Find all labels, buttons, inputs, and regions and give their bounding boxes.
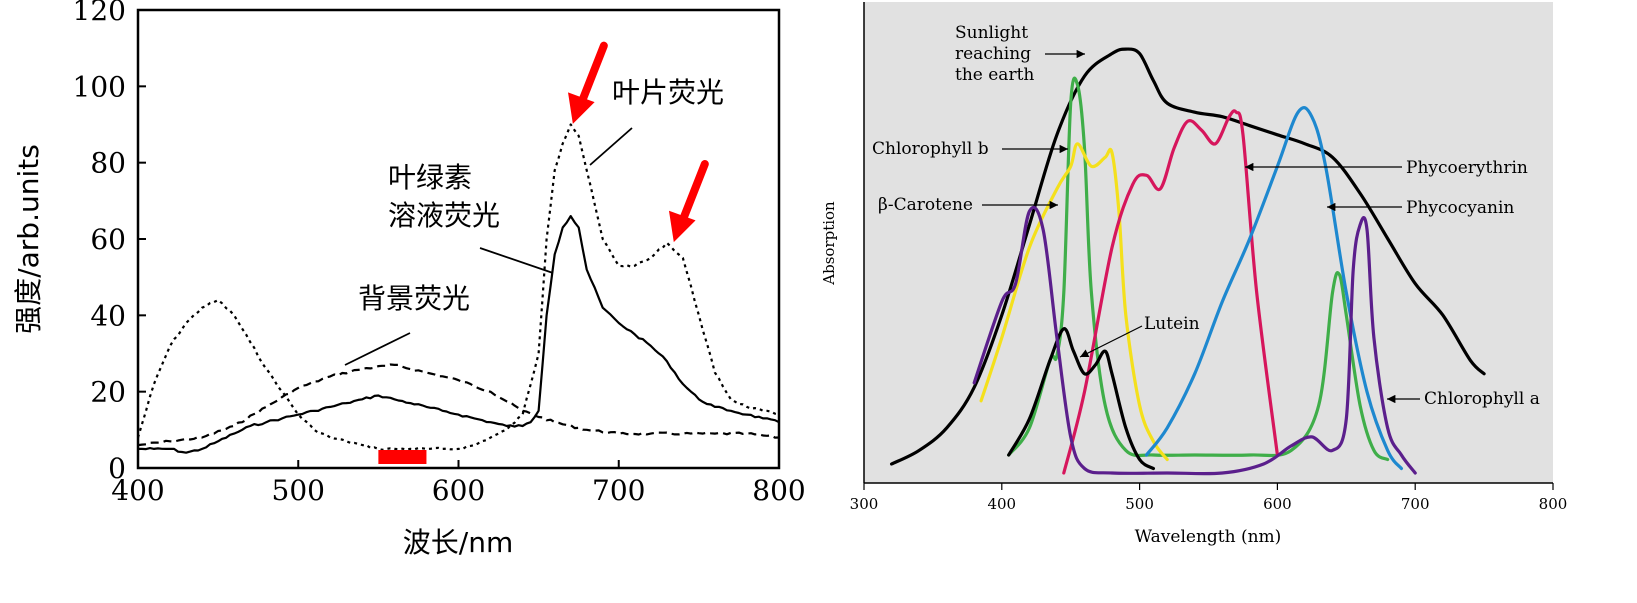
phycocyanin-label: Phycocyanin bbox=[1406, 198, 1514, 218]
lutein-label: Lutein bbox=[1144, 314, 1200, 334]
left-y-tick-label: 0 bbox=[108, 452, 126, 485]
carotene-label: β-Carotene bbox=[878, 195, 973, 215]
right-series-carotene bbox=[979, 142, 1169, 462]
left-series-group bbox=[136, 123, 780, 454]
left-x-tick-label: 800 bbox=[752, 474, 805, 507]
right-series-lutein bbox=[1007, 327, 1155, 471]
left-x-tick-label: 500 bbox=[272, 474, 325, 507]
left-series-line-1 bbox=[138, 215, 780, 454]
excitation-band-marker bbox=[378, 450, 427, 464]
sunlight-label-line2: reaching bbox=[955, 44, 1031, 64]
left-x-tick-label: 400 bbox=[111, 474, 164, 507]
left-axis-ticks: 400 500 600 700 800 0 20 40 60 80 100 120 bbox=[73, 0, 806, 507]
left-fluorescence-chart: 400 500 600 700 800 0 20 40 60 80 100 120 波长/nm 强度/… bbox=[12, 0, 806, 559]
background-fluorescence-label: 背景荧光 bbox=[358, 282, 470, 315]
solution-fluorescence-label-line1: 叶绿素 bbox=[388, 161, 472, 194]
right-x-axis-label: Wavelength (nm) bbox=[1135, 527, 1282, 547]
right-y-axis-label: Absorption bbox=[820, 201, 838, 286]
sunlight-label-line3: the earth bbox=[955, 65, 1034, 85]
right-axis-ticks: 300 400 500 600 700 800 bbox=[850, 483, 1568, 513]
leaf-label-leader bbox=[589, 127, 633, 166]
sunlight-label-line1: Sunlight bbox=[955, 23, 1028, 43]
right-absorption-chart: 300 400 500 600 700 800 Wavelength (nm) Absor… bbox=[820, 2, 1567, 547]
left-x-axis-label: 波长/nm bbox=[403, 526, 513, 559]
right-x-tick-label: 700 bbox=[1401, 495, 1430, 513]
left-y-tick-label: 20 bbox=[90, 376, 126, 409]
left-series-line-0 bbox=[136, 123, 780, 451]
right-plot-background bbox=[864, 2, 1553, 483]
left-y-tick-label: 80 bbox=[90, 147, 126, 180]
right-series-sunlight-reaching-the-earth bbox=[890, 47, 1486, 466]
phycoerythrin-label: Phycoerythrin bbox=[1406, 158, 1528, 178]
solution-label-leader bbox=[479, 247, 554, 274]
right-x-tick-label: 600 bbox=[1263, 495, 1292, 513]
left-y-tick-label: 100 bbox=[73, 70, 126, 103]
left-plot-frame bbox=[136, 8, 781, 470]
left-series-line-2 bbox=[137, 363, 780, 447]
left-y-axis-label: 强度/arb.units bbox=[12, 144, 45, 334]
chlorophyll-a-label: Chlorophyll a bbox=[1424, 389, 1540, 409]
red-arrow-0 bbox=[568, 41, 608, 124]
right-x-tick-label: 500 bbox=[1125, 495, 1154, 513]
left-x-tick-label: 700 bbox=[592, 474, 645, 507]
right-series-phycocyanin bbox=[1144, 106, 1403, 471]
right-series-group bbox=[890, 47, 1486, 476]
right-x-tick-label: 300 bbox=[850, 495, 879, 513]
left-y-tick-label: 60 bbox=[90, 223, 126, 256]
left-annotations bbox=[378, 41, 709, 464]
chlorophyll-b-label: Chlorophyll b bbox=[872, 139, 989, 159]
lutein-arrow bbox=[1079, 325, 1143, 358]
left-x-tick-label: 600 bbox=[432, 474, 485, 507]
left-y-tick-label: 40 bbox=[90, 299, 126, 332]
red-arrow-1 bbox=[668, 160, 709, 243]
right-series-chlorophyll-a bbox=[972, 205, 1417, 476]
solution-fluorescence-label-line2: 溶液荧光 bbox=[388, 199, 500, 232]
left-y-tick-label: 120 bbox=[73, 0, 126, 27]
right-x-tick-label: 400 bbox=[987, 495, 1016, 513]
background-label-leader bbox=[344, 332, 411, 366]
right-x-tick-label: 800 bbox=[1539, 495, 1568, 513]
right-series-phycoerythrin bbox=[1062, 109, 1279, 475]
leaf-fluorescence-label: 叶片荧光 bbox=[612, 76, 724, 109]
right-series-chlorophyll-b bbox=[1007, 76, 1390, 462]
